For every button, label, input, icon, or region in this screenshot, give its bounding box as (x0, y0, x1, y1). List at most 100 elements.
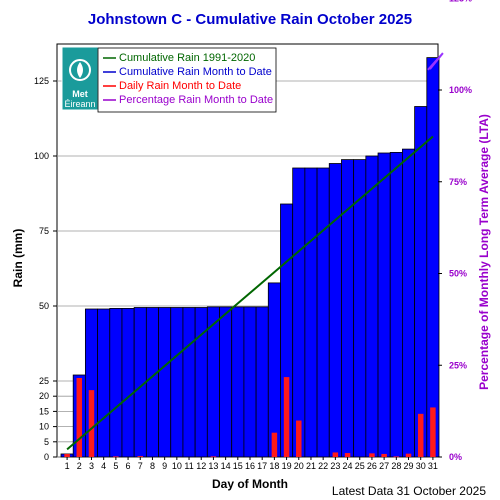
legend-box (97, 47, 277, 113)
cumulative-bar (97, 308, 111, 458)
daily-bar (417, 413, 424, 457)
y2-tick-label: 50% (449, 269, 467, 279)
daily-bar (332, 452, 339, 457)
x-tick-label: 1 (65, 461, 70, 471)
cumulative-bar (377, 152, 391, 458)
y-tick-label: 100 (34, 151, 49, 161)
x-tick-label: 21 (306, 461, 316, 471)
legend-entry: Cumulative Rain 1991-2020 (119, 52, 255, 64)
cumulative-bar (426, 57, 440, 458)
x-tick-label: 29 (404, 461, 414, 471)
chart-title: Johnstown C - Cumulative Rain October 20… (88, 11, 412, 28)
y-tick-label: 15 (39, 406, 49, 416)
x-tick-label: 12 (196, 461, 206, 471)
cumulative-bar (353, 159, 367, 458)
x-tick-label: 8 (150, 461, 155, 471)
x-tick-label: 22 (318, 461, 328, 471)
x-tick-label: 24 (343, 461, 353, 471)
cumulative-bar (267, 282, 281, 458)
x-tick-label: 23 (330, 461, 340, 471)
daily-bar (296, 420, 302, 457)
y2-tick-label: 75% (449, 177, 467, 187)
daily-bar (344, 453, 351, 457)
x-tick-label: 19 (282, 461, 292, 471)
x-tick-label: 13 (208, 461, 218, 471)
y-axis-label: Rain (mm) (11, 229, 25, 288)
cumulative-bar (402, 148, 416, 458)
cumulative-bar (145, 307, 159, 458)
x-tick-label: 6 (126, 461, 131, 471)
x-tick-label: 28 (391, 461, 401, 471)
daily-bar (369, 453, 375, 457)
swirl-icon (69, 59, 91, 81)
cumulative-bar (206, 306, 220, 458)
y-tick-label: 125 (34, 76, 49, 86)
daily-bar (64, 453, 70, 457)
cumulative-bar (231, 306, 245, 458)
x-axis-label: Day of Month (212, 477, 288, 491)
cumulative-bar (414, 106, 428, 458)
cumulative-bar (243, 306, 257, 458)
x-tick-label: 16 (245, 461, 255, 471)
percentage-marker (427, 52, 444, 71)
logo-text-eireann: Éireann (64, 99, 95, 109)
y-tick-label: 10 (39, 422, 49, 432)
cumulative-bar (292, 167, 306, 458)
cumulative-bar (219, 306, 233, 458)
latest-data-note: Latest Data 31 October 2025 (332, 484, 486, 498)
x-tick-label: 17 (257, 461, 267, 471)
y-tick-label: 5 (44, 437, 49, 447)
cumulative-bar (365, 155, 379, 458)
x-tick-label: 26 (367, 461, 377, 471)
x-tick-label: 14 (221, 461, 231, 471)
legend-entry: Daily Rain Month to Date (119, 80, 241, 92)
y2-tick-label: 100% (449, 85, 472, 95)
daily-bar (405, 453, 412, 457)
x-tick-label: 15 (233, 461, 243, 471)
logo-text-met: Met (72, 89, 88, 99)
y-tick-label: 75 (39, 226, 49, 236)
daily-bar (393, 456, 400, 458)
y-tick-label: 0 (44, 452, 49, 462)
daily-bar (271, 432, 278, 457)
x-tick-label: 25 (355, 461, 365, 471)
y-tick-label: 20 (39, 391, 49, 401)
daily-bar (137, 456, 144, 457)
legend-entry: Percentage Rain Month to Date (119, 94, 273, 106)
x-tick-label: 20 (294, 461, 304, 471)
x-tick-label: 27 (379, 461, 389, 471)
y-tick-label: 50 (39, 301, 49, 311)
x-tick-label: 31 (428, 461, 438, 471)
x-tick-label: 18 (269, 461, 279, 471)
y-tick-label: 25 (39, 376, 49, 386)
daily-bar (210, 456, 217, 458)
x-tick-label: 5 (113, 461, 118, 471)
x-tick-label: 2 (77, 461, 82, 471)
cumulative-bar (182, 307, 196, 458)
daily-bar (88, 390, 95, 457)
cumulative-bar (109, 307, 123, 458)
cumulative-bar (328, 163, 342, 458)
y2-tick-label: 25% (449, 360, 467, 370)
plot-area: 051015202550751001250%25%50%75%100%125%1… (34, 0, 472, 471)
lta-cumulative-line (66, 135, 434, 451)
cumulative-bar (341, 159, 355, 458)
cumulative-bar (158, 307, 172, 458)
daily-bar (283, 377, 290, 457)
cumulative-bar (389, 151, 403, 458)
cumulative-bar (316, 167, 330, 458)
cumulative-bar (304, 167, 318, 458)
legend-entry: Cumulative Rain Month to Date (119, 66, 272, 78)
daily-bar (113, 456, 119, 458)
x-tick-label: 9 (162, 461, 167, 471)
legend: Cumulative Rain 1991-2020 Cumulative Rain… (97, 47, 277, 113)
cumulative-bar (255, 306, 269, 458)
daily-bar (76, 378, 83, 457)
x-tick-label: 30 (416, 461, 426, 471)
y2-axis-label: Percentage of Monthly Long Term Average … (477, 114, 491, 390)
x-tick-label: 11 (184, 461, 193, 471)
y2-tick-label: 0% (449, 452, 462, 462)
cumulative-bar (170, 307, 184, 458)
